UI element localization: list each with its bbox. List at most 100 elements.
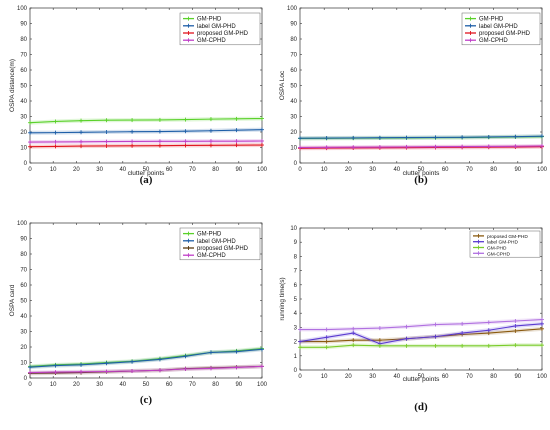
x-tick-label: 90	[514, 374, 521, 380]
data-point	[324, 327, 329, 332]
data-point	[79, 369, 84, 374]
data-point	[377, 135, 382, 140]
data-point	[540, 343, 544, 348]
y-tick-label: 10	[20, 361, 27, 367]
x-tick-label: 90	[235, 167, 242, 173]
data-point	[28, 120, 32, 125]
data-point	[130, 369, 135, 374]
data-point	[260, 127, 264, 132]
y-tick-label: 40	[20, 314, 27, 320]
data-point	[130, 118, 135, 123]
y-tick-label: 8	[294, 254, 298, 260]
x-tick-label: 70	[466, 374, 473, 380]
data-point	[53, 370, 58, 375]
data-point	[298, 145, 302, 150]
data-point	[53, 130, 58, 135]
legend-label: GM-CPHD	[197, 38, 226, 44]
y-tick-label: 4	[294, 311, 298, 317]
legend-marker	[186, 246, 191, 250]
x-tick-label: 40	[119, 382, 126, 388]
x-tick-label: 30	[369, 167, 376, 173]
legend-marker	[186, 16, 191, 21]
data-point	[183, 354, 188, 359]
data-point	[79, 139, 84, 144]
y-tick-label: 30	[20, 115, 27, 121]
data-point	[234, 139, 239, 144]
data-point	[298, 339, 302, 344]
data-point	[104, 130, 109, 134]
data-point	[404, 324, 409, 329]
y-tick-label: 0	[24, 376, 28, 382]
y-tick-label: 100	[17, 221, 28, 227]
x-tick-label: 90	[514, 167, 521, 173]
series-line	[299, 145, 543, 149]
data-point	[433, 144, 438, 149]
data-point	[377, 343, 382, 348]
data-point	[460, 144, 465, 149]
data-point	[183, 143, 188, 148]
y-tick-label: 9	[294, 240, 298, 246]
chart-panel-b: 0 10 20 30 40 50 60 70 80 90 100 0 10 20 30 40 50 60 70 80 9…	[279, 6, 548, 186]
x-tick-label: 40	[393, 374, 400, 380]
data-point	[28, 370, 32, 375]
data-point	[433, 343, 438, 348]
data-point	[157, 117, 162, 122]
legend-label: GM-CPHD	[479, 38, 508, 44]
chart-panel-d: 0 10 20 30 40 50 60 70 80 90 100 0 1 2 3 4 5 6 7 8 9 10 clutte…	[279, 226, 548, 413]
x-tick-label: 50	[143, 167, 150, 173]
y-tick-label: 60	[20, 283, 27, 289]
series-line	[299, 135, 543, 139]
chart-panel-a: 0 10 20 30 40 50 60 70 80 90 100 0 10 20 30 40 50 60 70 80 9…	[9, 6, 268, 186]
legend-marker	[186, 238, 191, 243]
y-axis-label: running time(s)	[279, 277, 286, 320]
x-tick-label: 100	[257, 382, 268, 388]
data-point	[324, 339, 329, 344]
data-point	[540, 317, 544, 322]
data-point	[433, 135, 438, 140]
y-tick-label: 80	[20, 37, 27, 43]
x-tick-label: 60	[166, 382, 173, 388]
data-point	[486, 320, 491, 325]
data-point	[208, 143, 213, 148]
x-tick-label: 50	[143, 382, 150, 388]
legend-marker	[186, 253, 191, 258]
y-axis-label: OSPA Loc	[279, 70, 286, 100]
x-tick-label: 30	[96, 167, 103, 173]
y-tick-label: 90	[20, 237, 27, 243]
y-tick-label: 50	[20, 84, 27, 90]
y-tick-label: 70	[20, 268, 27, 274]
data-point	[513, 134, 518, 139]
data-point	[486, 328, 491, 333]
x-tick-label: 60	[166, 167, 173, 173]
legend-label: proposed GM-PHD	[197, 246, 249, 252]
data-point	[130, 143, 135, 148]
data-point	[351, 343, 356, 348]
legend-marker	[468, 16, 473, 21]
y-tick-label: 30	[20, 330, 27, 336]
data-point	[351, 135, 356, 140]
data-point	[260, 116, 264, 121]
x-tick-label: 20	[73, 167, 80, 173]
legend-label: proposed GM-PHD	[197, 31, 249, 37]
y-tick-label: 1	[294, 354, 298, 360]
x-tick-label: 70	[466, 167, 473, 173]
legend-marker	[468, 31, 473, 35]
y-tick-label: 0	[294, 368, 298, 374]
x-tick-label: 80	[212, 167, 219, 173]
data-point	[260, 364, 264, 369]
data-point	[404, 336, 409, 341]
y-tick-label: 70	[290, 53, 297, 59]
x-tick-label: 100	[537, 167, 548, 173]
data-point	[28, 144, 32, 149]
data-point	[234, 128, 239, 133]
data-point	[234, 365, 239, 370]
series-line	[29, 365, 263, 374]
data-point	[183, 367, 188, 372]
data-point	[298, 345, 302, 350]
data-point	[157, 368, 162, 373]
data-point	[28, 365, 32, 370]
data-point	[298, 327, 302, 332]
